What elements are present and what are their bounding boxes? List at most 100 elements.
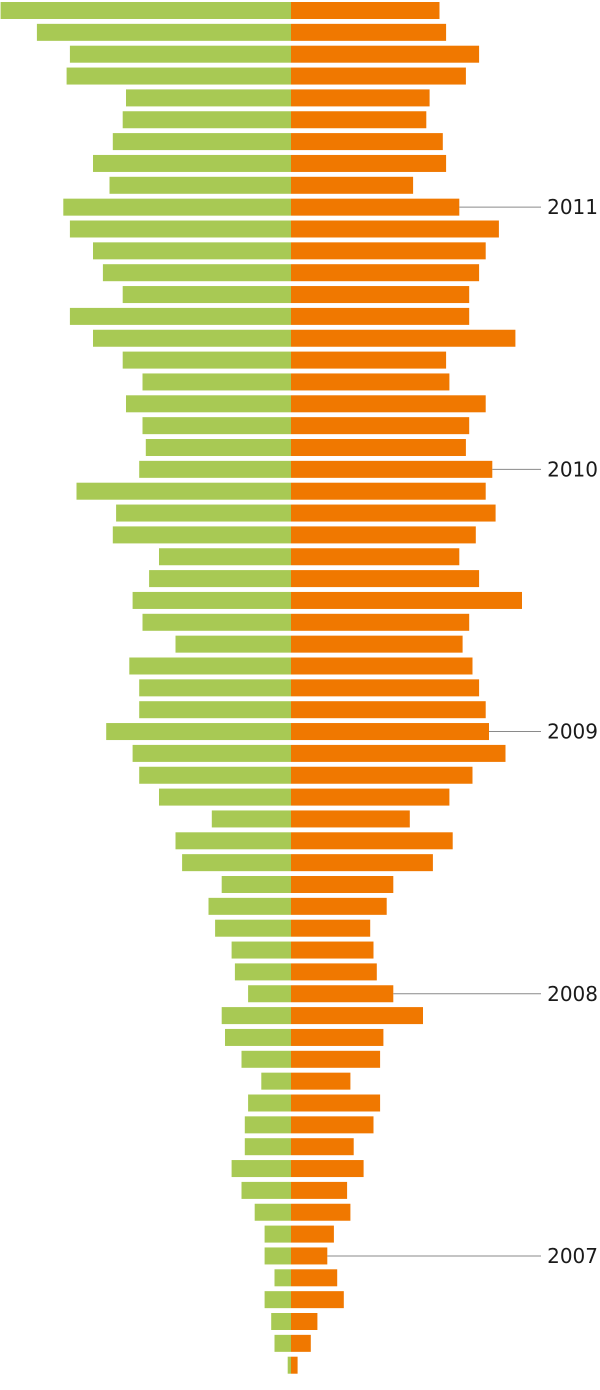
bar-left-17: [142, 373, 291, 391]
bar-right-46: [291, 1007, 423, 1025]
bar-right-5: [291, 111, 427, 129]
bar-left-19: [142, 417, 291, 435]
year-label: 2007: [547, 1244, 598, 1268]
bar-right-57: [291, 1247, 328, 1265]
bar-right-6: [291, 133, 443, 151]
bar-right-55: [291, 1203, 351, 1221]
bar-right-41: [291, 897, 387, 915]
bar-left-2: [69, 45, 292, 63]
bar-right-53: [291, 1160, 364, 1178]
bar-left-32: [139, 701, 291, 719]
bar-right-31: [291, 679, 480, 697]
bar-left-51: [244, 1116, 291, 1134]
left-series-bars: [0, 2, 292, 1374]
bar-left-60: [271, 1313, 291, 1330]
bar-left-27: [132, 591, 291, 609]
bar-right-18: [291, 395, 486, 413]
year-label: 2011: [547, 195, 598, 219]
bar-left-7: [93, 154, 291, 172]
bar-left-45: [248, 985, 291, 1003]
bar-left-49: [261, 1072, 291, 1090]
bar-right-19: [291, 417, 470, 435]
bar-left-0: [0, 2, 291, 19]
bar-right-48: [291, 1050, 381, 1068]
bar-right-49: [291, 1072, 351, 1090]
year-label: 2009: [547, 720, 598, 744]
bar-left-4: [126, 89, 291, 107]
bar-right-37: [291, 810, 410, 828]
bar-left-47: [225, 1028, 291, 1046]
bar-right-9: [291, 198, 460, 216]
bar-right-36: [291, 788, 450, 806]
bar-right-2: [291, 45, 480, 63]
bar-left-40: [221, 876, 291, 893]
bar-left-1: [36, 23, 292, 41]
bar-right-26: [291, 570, 480, 588]
bar-left-48: [241, 1050, 291, 1068]
bar-left-57: [264, 1247, 291, 1265]
bar-left-53: [231, 1160, 291, 1178]
bar-left-39: [182, 854, 291, 872]
bar-left-34: [132, 744, 291, 762]
bar-right-52: [291, 1138, 354, 1156]
bar-left-58: [274, 1269, 291, 1287]
bar-left-14: [69, 307, 292, 325]
bar-right-61: [291, 1334, 311, 1352]
bar-right-47: [291, 1028, 384, 1046]
year-annotations: 2011 2010 2009 2008 2007: [327, 195, 598, 1268]
bar-right-38: [291, 832, 453, 850]
bar-left-33: [106, 723, 291, 741]
bar-right-39: [291, 854, 433, 872]
bar-left-18: [126, 395, 291, 413]
bar-right-58: [291, 1269, 338, 1287]
bar-right-60: [291, 1313, 318, 1330]
bar-left-50: [248, 1094, 291, 1112]
bar-left-3: [66, 67, 291, 85]
bar-right-23: [291, 504, 496, 522]
bar-right-29: [291, 635, 463, 653]
bar-left-46: [221, 1007, 291, 1025]
bar-left-54: [241, 1181, 291, 1199]
bar-left-28: [142, 613, 291, 631]
bar-left-5: [122, 111, 291, 129]
bar-right-7: [291, 154, 447, 172]
bar-right-54: [291, 1181, 348, 1199]
bar-right-3: [291, 67, 466, 85]
bar-right-34: [291, 744, 506, 762]
bar-left-38: [175, 832, 291, 850]
bar-right-0: [291, 2, 440, 19]
bar-left-8: [109, 176, 291, 194]
bar-right-33: [291, 723, 489, 741]
bar-left-61: [274, 1334, 291, 1352]
bar-right-4: [291, 89, 430, 107]
bar-right-13: [291, 286, 470, 304]
bar-right-21: [291, 460, 493, 478]
bar-right-30: [291, 657, 473, 675]
bar-left-12: [102, 264, 292, 282]
bar-left-21: [139, 460, 291, 478]
bar-left-43: [231, 941, 291, 959]
bar-right-20: [291, 439, 466, 456]
bar-left-37: [211, 810, 291, 828]
bar-left-9: [63, 198, 291, 216]
bar-right-8: [291, 176, 414, 194]
bar-right-1: [291, 23, 447, 41]
bar-right-27: [291, 591, 522, 609]
bar-right-51: [291, 1116, 374, 1134]
year-label: 2010: [547, 457, 598, 481]
bar-left-55: [254, 1203, 291, 1221]
bar-left-15: [93, 329, 291, 347]
bar-left-13: [122, 286, 291, 304]
bar-right-17: [291, 373, 450, 391]
bar-left-42: [215, 919, 291, 937]
year-label: 2008: [547, 982, 598, 1006]
bar-left-30: [129, 657, 291, 675]
bar-right-15: [291, 329, 516, 347]
bar-left-20: [145, 439, 291, 456]
bar-left-29: [175, 635, 291, 653]
bar-left-23: [116, 504, 291, 522]
bar-right-56: [291, 1225, 334, 1243]
bar-right-12: [291, 264, 480, 282]
bar-right-32: [291, 701, 486, 719]
bar-right-10: [291, 220, 499, 238]
